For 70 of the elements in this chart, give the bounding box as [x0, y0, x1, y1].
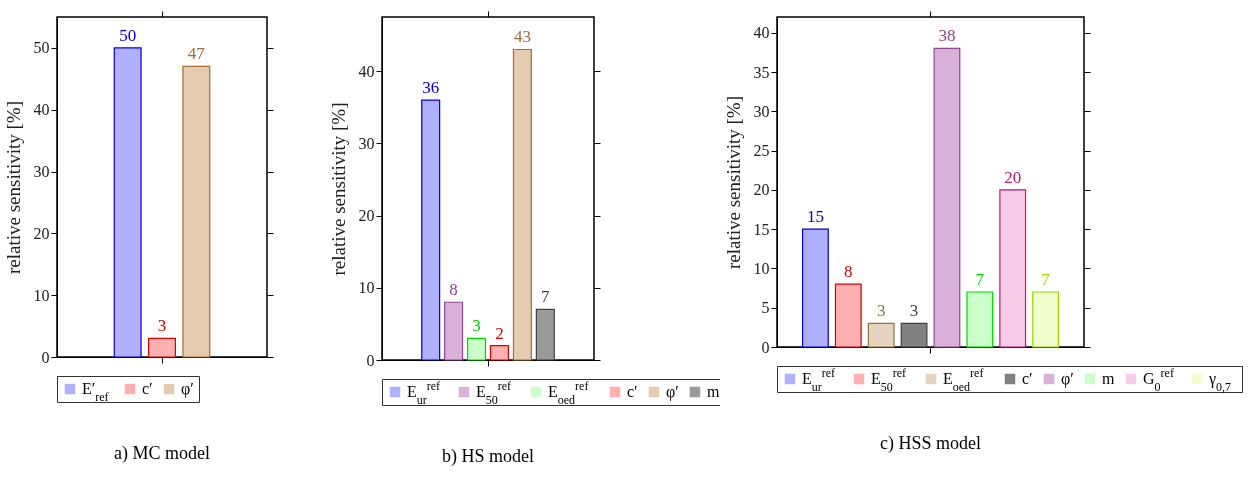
y-axis-title: relative sensitivity [%]	[722, 95, 744, 270]
bar	[999, 189, 1027, 348]
bar	[933, 47, 961, 348]
y-tick-label: 25	[753, 142, 770, 160]
y-tick-label: 20	[358, 207, 375, 225]
y-tick-label: 30	[753, 102, 770, 120]
bar	[444, 301, 464, 361]
y-tick-label: 40	[358, 62, 375, 80]
data-label: 43	[513, 27, 531, 47]
y-tick-label: 10	[753, 259, 770, 277]
legend-label: c′	[142, 380, 153, 397]
bar	[801, 228, 829, 348]
bar	[834, 283, 862, 348]
y-tick-label: 30	[33, 163, 50, 181]
bar	[148, 337, 176, 358]
legend-label: E′$_{ref}$	[82, 380, 109, 404]
data-label: 8	[449, 280, 458, 300]
y-tick-label: 10	[358, 279, 375, 297]
data-label: 50	[119, 25, 137, 45]
text: c) HSS model	[880, 432, 981, 454]
y-tick-label: 35	[753, 63, 770, 81]
bar	[512, 48, 532, 361]
data-label: 36	[422, 78, 440, 98]
bar	[489, 344, 509, 361]
y-tick-label: 20	[753, 181, 770, 199]
y-tick-label: 50	[33, 39, 50, 57]
y-axis-title: relative sensitivity [%]	[327, 102, 349, 276]
data-label: 3	[157, 316, 167, 336]
bar	[535, 308, 555, 361]
data-label: 3	[909, 301, 919, 321]
y-tick-label: 40	[753, 24, 770, 42]
y-tick-label: 0	[41, 348, 50, 366]
data-label: 8	[844, 262, 853, 282]
y-tick-label: 20	[33, 224, 50, 242]
data-label: 3	[876, 301, 886, 321]
data-label: 3	[472, 316, 481, 336]
bar	[113, 47, 142, 358]
bar	[1032, 291, 1060, 348]
data-label: 15	[806, 207, 824, 227]
bar	[966, 291, 994, 348]
data-label: 20	[1004, 167, 1022, 187]
bar	[182, 65, 211, 358]
legend-label: m	[1102, 370, 1115, 387]
bar	[467, 337, 487, 361]
y-tick-label: 5	[761, 299, 770, 317]
y-tick-label: 30	[358, 134, 375, 152]
data-label: 7	[541, 287, 551, 307]
legend-label: c′	[627, 383, 638, 400]
data-label: 7	[975, 270, 985, 289]
y-tick-label: 15	[753, 220, 770, 238]
legend-label: φ′	[181, 380, 194, 398]
bar	[421, 99, 441, 361]
y-tick-label: 0	[366, 351, 375, 369]
legend-label: c′	[1022, 370, 1033, 387]
data-label: 47	[187, 44, 206, 64]
y-axis-title: relative sensitivity [%]	[2, 100, 24, 275]
text: b) HS model	[442, 445, 534, 467]
data-label: 7	[1041, 270, 1051, 289]
legend-label: m	[707, 383, 720, 400]
y-tick-label: 10	[33, 286, 50, 304]
bar	[900, 322, 928, 348]
y-tick-label: 0	[761, 338, 770, 356]
text: a) MC model	[114, 442, 210, 464]
bar	[867, 322, 895, 348]
y-tick-label: 40	[33, 101, 50, 119]
legend-label: φ′	[1061, 370, 1074, 388]
legend-label: γ$_{0,7}$	[1208, 370, 1232, 394]
legend-label: φ′	[666, 383, 679, 401]
data-label: 2	[495, 323, 504, 343]
data-label: 38	[938, 26, 956, 46]
